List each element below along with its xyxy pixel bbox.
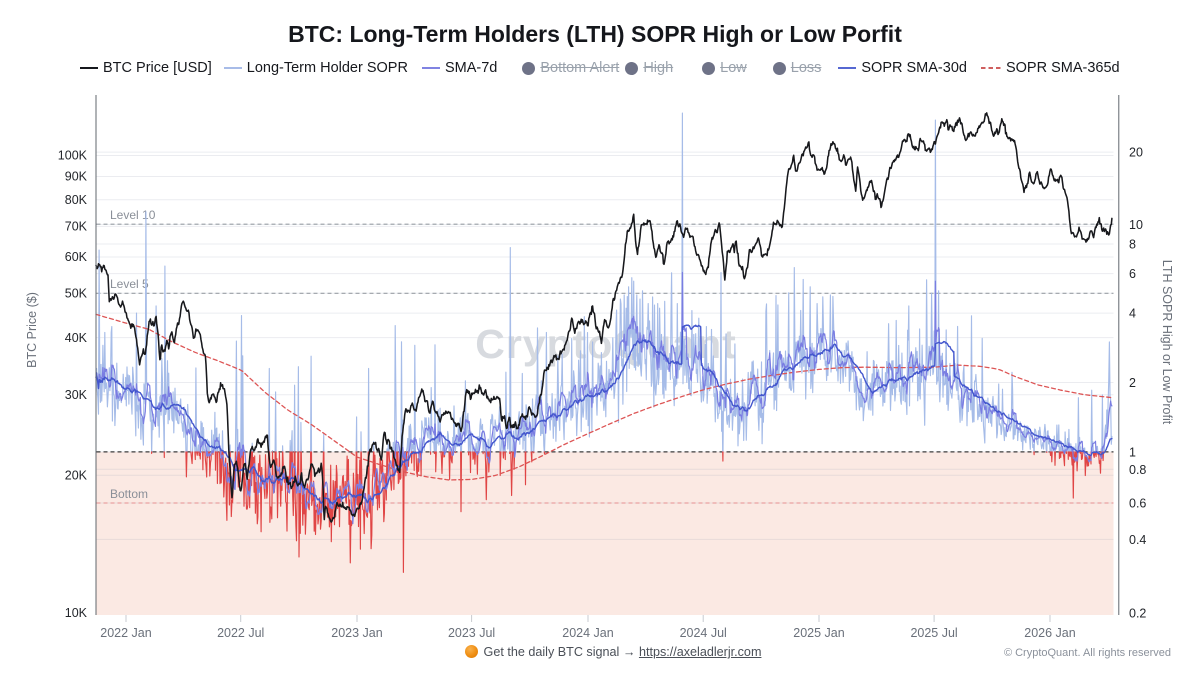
svg-text:2025 Jul: 2025 Jul — [910, 626, 957, 640]
svg-text:10: 10 — [1129, 218, 1143, 232]
svg-text:0.4: 0.4 — [1129, 533, 1146, 547]
svg-text:20: 20 — [1129, 146, 1143, 160]
svg-text:2024 Jan: 2024 Jan — [562, 626, 613, 640]
svg-text:2023 Jul: 2023 Jul — [448, 626, 495, 640]
svg-text:2022 Jul: 2022 Jul — [217, 626, 264, 640]
svg-text:Bottom: Bottom — [110, 487, 148, 501]
svg-text:LTH SOPR High or Low Profit: LTH SOPR High or Low Profit — [1160, 260, 1174, 425]
svg-text:2022 Jan: 2022 Jan — [100, 626, 151, 640]
svg-text:4: 4 — [1129, 307, 1136, 321]
svg-text:20K: 20K — [65, 469, 88, 483]
svg-text:2025 Jan: 2025 Jan — [793, 626, 844, 640]
svg-text:8: 8 — [1129, 238, 1136, 252]
svg-text:0.2: 0.2 — [1129, 607, 1146, 621]
svg-text:2: 2 — [1129, 376, 1136, 390]
svg-text:90K: 90K — [65, 170, 88, 184]
svg-text:40K: 40K — [65, 331, 88, 345]
svg-text:1: 1 — [1129, 445, 1136, 459]
svg-text:30K: 30K — [65, 388, 88, 402]
svg-text:10K: 10K — [65, 606, 88, 620]
svg-text:6: 6 — [1129, 267, 1136, 281]
svg-text:Level 10: Level 10 — [110, 208, 156, 222]
svg-text:70K: 70K — [65, 220, 88, 234]
svg-text:0.8: 0.8 — [1129, 463, 1146, 477]
svg-text:50K: 50K — [65, 286, 88, 300]
svg-text:BTC Price ($): BTC Price ($) — [25, 292, 39, 368]
svg-text:2023 Jan: 2023 Jan — [331, 626, 382, 640]
svg-text:80K: 80K — [65, 193, 88, 207]
svg-text:100K: 100K — [58, 149, 88, 163]
svg-text:Level 5: Level 5 — [110, 277, 149, 291]
svg-text:0.6: 0.6 — [1129, 497, 1146, 511]
svg-text:2026 Jan: 2026 Jan — [1024, 626, 1075, 640]
svg-text:60K: 60K — [65, 250, 88, 264]
svg-text:2024 Jul: 2024 Jul — [680, 626, 727, 640]
